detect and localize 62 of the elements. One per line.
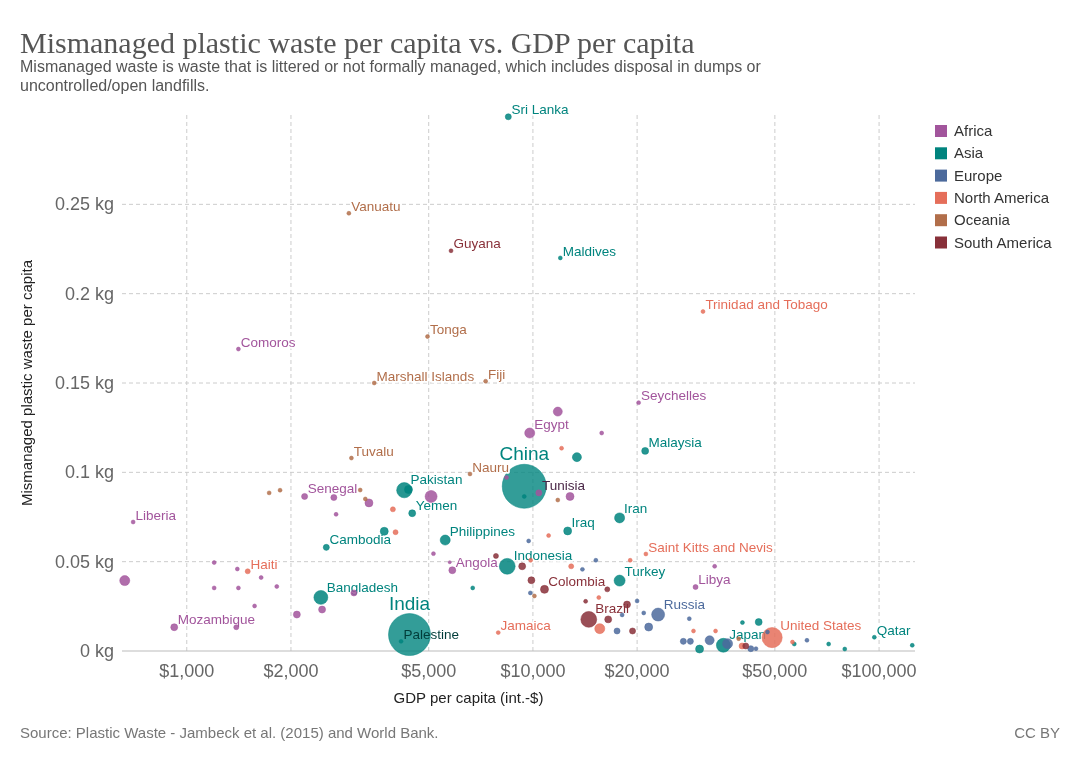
x-tick-label: $100,000 bbox=[841, 661, 917, 681]
annotation: Marshall Islands bbox=[376, 368, 475, 384]
annotation: Malaysia bbox=[648, 435, 703, 451]
annotation: Pakistan bbox=[410, 471, 463, 487]
annotation: Egypt bbox=[534, 416, 570, 432]
annotation: Indonesia bbox=[513, 547, 573, 563]
legend-label: Asia bbox=[954, 144, 984, 162]
x-tick-label: $5,000 bbox=[401, 661, 457, 681]
x-tick-label: $50,000 bbox=[742, 661, 808, 681]
annotation: United States bbox=[780, 617, 862, 633]
annotation: Bangladesh bbox=[326, 579, 399, 595]
annotation: Maldives bbox=[562, 243, 617, 259]
annotation: Turkey bbox=[624, 563, 666, 579]
annotation: Japan bbox=[729, 627, 767, 643]
y-tick-label: 0.25 kg bbox=[54, 194, 114, 215]
annotation: Yemen bbox=[415, 497, 458, 513]
annotation: Iran bbox=[624, 501, 648, 517]
y-tick-label: 0 kg bbox=[79, 641, 114, 661]
x-tick-label: $20,000 bbox=[604, 661, 670, 681]
legend-label: South America bbox=[954, 233, 1053, 251]
legend-label: Africa bbox=[954, 122, 993, 139]
legend-label: Oceania bbox=[954, 211, 1011, 229]
annotation: Russia bbox=[663, 597, 706, 613]
x-tick-label: $10,000 bbox=[500, 661, 566, 681]
annotation: Fiji bbox=[487, 366, 506, 382]
chart-subtitle: Mismanaged waste is waste that is littered or not formally managed, which includes disposal in dumps or uncontrolled/open landfills. bbox=[20, 58, 762, 94]
annotation: Philippines bbox=[449, 523, 516, 539]
annotation: Iraq bbox=[571, 515, 595, 531]
annotation: Guyana bbox=[453, 236, 502, 252]
x-axis-title: GDP per capita (int.-$) bbox=[393, 689, 544, 706]
annotation: Mozambique bbox=[177, 611, 255, 627]
annotation: Colombia bbox=[548, 573, 606, 589]
source-note: Source: Plastic Waste - Jambeck et al. (2015) and World Bank. bbox=[20, 724, 439, 741]
annotation: Jamaica bbox=[500, 618, 552, 634]
annotation: Senegal bbox=[307, 481, 358, 497]
annotation: Sri Lanka bbox=[511, 101, 569, 117]
y-tick-label: 0.15 kg bbox=[54, 373, 114, 393]
annotation: Libya bbox=[698, 572, 732, 588]
chart-title: Mismanaged plastic waste per capita vs. GDP per capita bbox=[20, 26, 695, 59]
y-tick-label: 0.1 kg bbox=[64, 462, 114, 483]
annotation: Tuvalu bbox=[353, 443, 394, 459]
legend-label: North America bbox=[954, 188, 1050, 206]
annotation: Tonga bbox=[429, 322, 468, 338]
y-tick-label: 0.2 kg bbox=[64, 283, 114, 304]
x-tick-label: $2,000 bbox=[263, 661, 319, 681]
annotation: Trinidad and Tobago bbox=[705, 297, 828, 313]
annotation: Seychelles bbox=[640, 388, 707, 404]
annotation: Brazil bbox=[595, 600, 630, 616]
annotation: Liberia bbox=[135, 507, 177, 523]
annotation: Comoros bbox=[240, 334, 296, 350]
annotation: Cambodia bbox=[329, 532, 392, 548]
text: CC BY bbox=[1014, 724, 1060, 741]
y-axis-title: Mismanaged plastic waste per capita bbox=[18, 259, 35, 506]
annotation: Vanuatu bbox=[351, 198, 401, 214]
annotation: Saint Kitts and Nevis bbox=[648, 539, 774, 555]
annotation: India bbox=[388, 592, 431, 614]
y-tick-label: 0.05 kg bbox=[54, 551, 114, 572]
annotation: Qatar bbox=[876, 622, 911, 638]
annotation: Angola bbox=[455, 554, 499, 570]
legend-label: Europe bbox=[954, 166, 1003, 184]
x-tick-label: $1,000 bbox=[159, 661, 215, 681]
annotation: Haiti bbox=[250, 556, 278, 572]
